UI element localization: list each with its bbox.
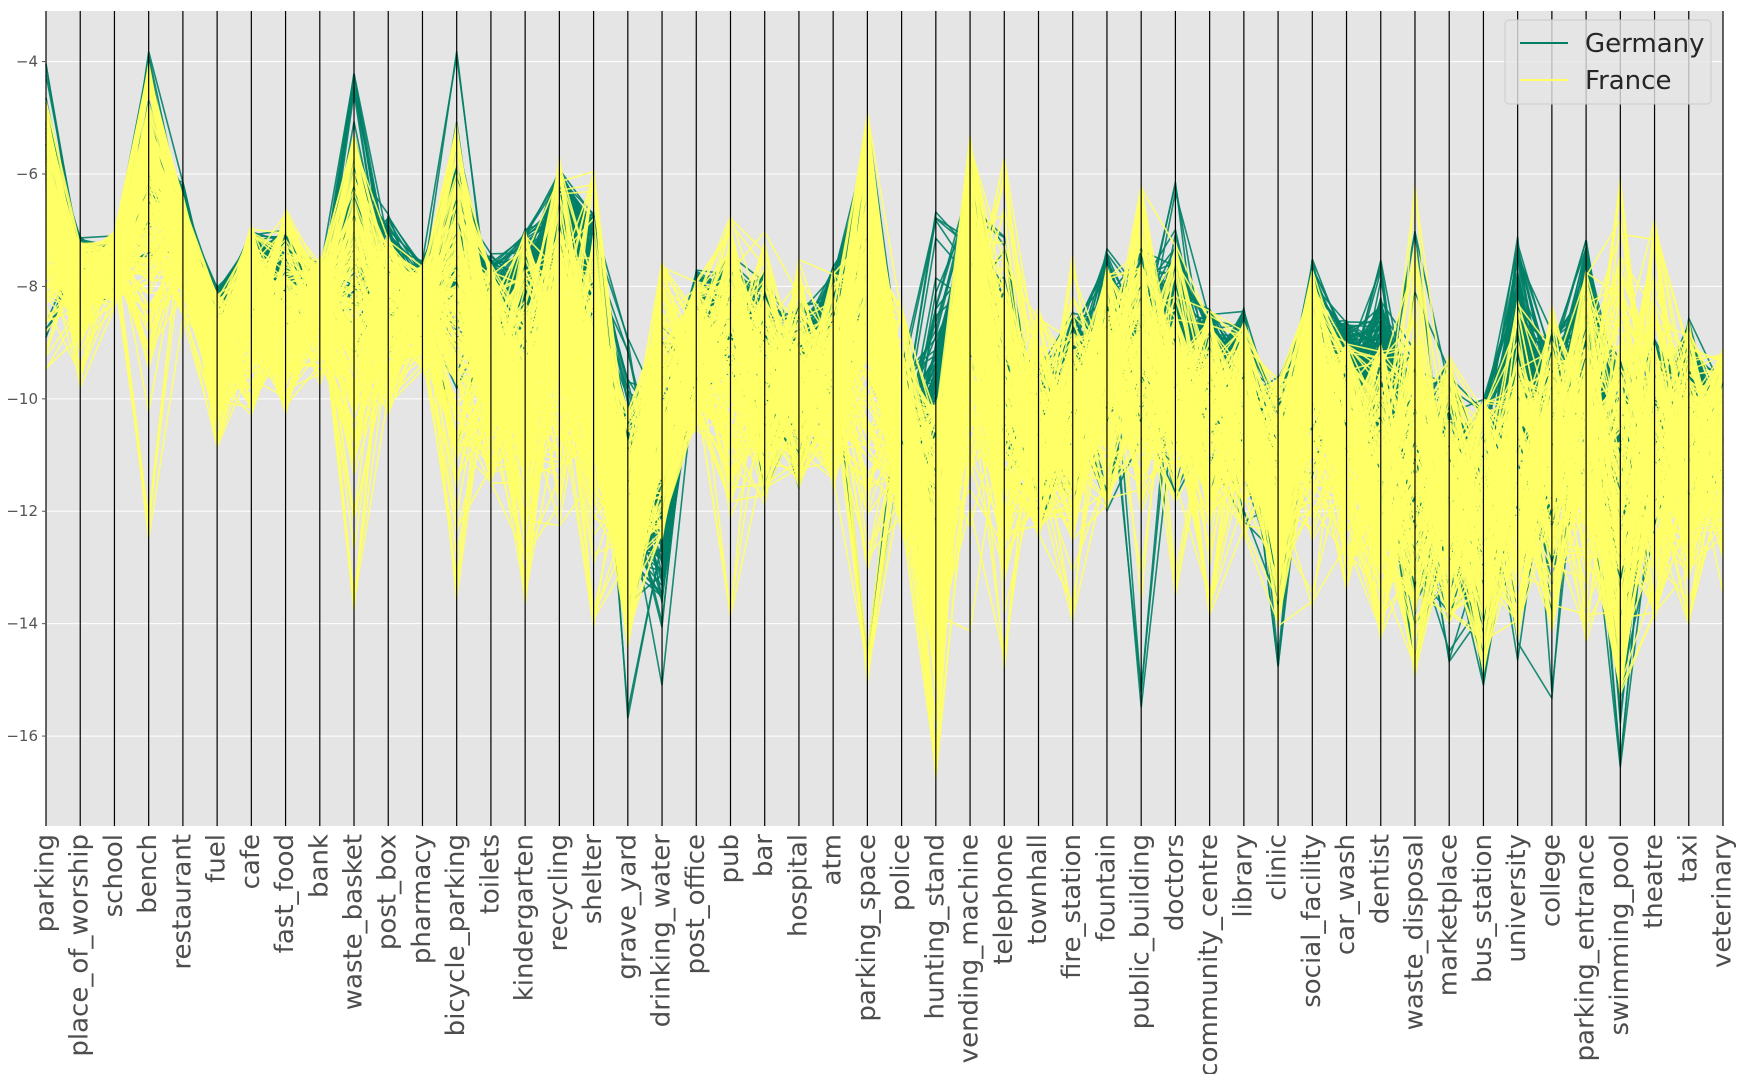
x-tick-label: theatre xyxy=(1639,834,1669,929)
x-tick-label: pharmacy xyxy=(407,834,437,964)
series-line xyxy=(45,129,1724,672)
legend-germany-label: Germany xyxy=(1585,29,1705,59)
x-tick-label: telephone xyxy=(989,834,1019,965)
x-tick-label: fire_station xyxy=(1057,834,1087,979)
series-line xyxy=(45,162,1724,686)
x-tick-label: university xyxy=(1502,834,1532,963)
x-tick-label: post_office xyxy=(681,834,711,975)
y-tick-label: −4 xyxy=(16,53,38,71)
series-line xyxy=(45,135,1724,592)
x-tick-label: fuel xyxy=(202,834,232,883)
x-tick-label: place_of_worship xyxy=(65,834,95,1057)
y-tick-label: −14 xyxy=(6,615,38,633)
series-line xyxy=(45,125,1724,577)
series-france xyxy=(45,63,1724,780)
x-tick-label: parking_entrance xyxy=(1571,834,1601,1061)
x-tick-label: waste_disposal xyxy=(1400,834,1430,1030)
y-tick-label: −6 xyxy=(16,165,38,183)
x-tick-label: clinic xyxy=(1263,834,1293,901)
y-tick-label: −8 xyxy=(16,277,38,295)
x-tick-label: restaurant xyxy=(167,834,197,970)
x-tick-label: bus_station xyxy=(1468,834,1498,983)
series-line xyxy=(45,187,1724,659)
x-tick-label: toilets xyxy=(475,834,505,914)
series-line xyxy=(45,143,1724,606)
x-tick-label: fast_food xyxy=(270,834,300,953)
x-tick-label: marketplace xyxy=(1434,834,1464,996)
x-tick-label: social_facility xyxy=(1297,834,1327,1008)
series-line xyxy=(45,200,1724,591)
x-tick-label: townhall xyxy=(1023,834,1053,945)
x-tick-label: bicycle_parking xyxy=(441,834,471,1036)
x-tick-label: cafe xyxy=(236,834,266,889)
x-tick-label: doctors xyxy=(1160,834,1190,931)
series-line xyxy=(45,160,1724,651)
x-tick-label: taxi xyxy=(1673,834,1703,883)
x-tick-label: drinking_water xyxy=(647,834,677,1028)
series-line xyxy=(45,206,1724,694)
x-tick-label: library xyxy=(1228,834,1258,918)
x-tick-label: parking xyxy=(31,834,61,932)
x-tick-label: grave_yard xyxy=(612,834,642,980)
x-tick-label: recycling xyxy=(544,834,574,952)
series-line xyxy=(45,191,1724,664)
x-tick-label: kindergarten xyxy=(510,834,540,1001)
axis-lines xyxy=(45,11,1724,826)
x-tick-label: hunting_stand xyxy=(920,834,950,1020)
x-tick-labels: parking place_of_worship school bench restau… xyxy=(31,834,1738,1074)
series-lines xyxy=(45,51,1724,780)
x-tick-label: pub xyxy=(715,834,745,884)
y-tick-labels: −4 −6 −8 −10 −12 −14 −16 xyxy=(6,53,46,745)
x-tick-label: shelter xyxy=(578,834,608,924)
legend: Germany France xyxy=(1504,19,1712,105)
x-tick-label: parking_space xyxy=(852,834,882,1022)
legend-box xyxy=(1504,19,1712,105)
y-tick-label: −12 xyxy=(6,502,38,520)
x-tick-label: school xyxy=(99,834,129,917)
x-tick-label: swimming_pool xyxy=(1605,834,1635,1035)
y-tick-label: −16 xyxy=(6,727,38,745)
series-line xyxy=(45,132,1724,611)
x-tick-label: bar xyxy=(749,834,779,877)
x-tick-label: post_box xyxy=(373,834,403,950)
x-tick-label: police xyxy=(886,834,916,911)
x-tick-label: veterinary xyxy=(1708,834,1738,968)
series-line xyxy=(45,118,1724,669)
x-tick-label: car_wash xyxy=(1331,834,1361,955)
x-tick-label: college xyxy=(1536,834,1566,927)
x-tick-label: vending_machine xyxy=(955,834,985,1063)
x-tick-label: bench xyxy=(133,834,163,914)
y-tick-label: −10 xyxy=(6,390,38,408)
x-tick-label: waste_basket xyxy=(339,834,369,1010)
series-line xyxy=(45,120,1724,605)
legend-france-label: France xyxy=(1585,66,1671,96)
x-tick-label: community_centre xyxy=(1194,834,1224,1074)
x-tick-label: dentist xyxy=(1365,834,1395,924)
x-tick-label: hospital xyxy=(783,834,813,937)
x-tick-label: bank xyxy=(304,834,334,898)
x-tick-label: atm xyxy=(818,834,848,885)
x-tick-label: public_building xyxy=(1126,834,1156,1029)
x-tick-label: fountain xyxy=(1092,834,1122,942)
